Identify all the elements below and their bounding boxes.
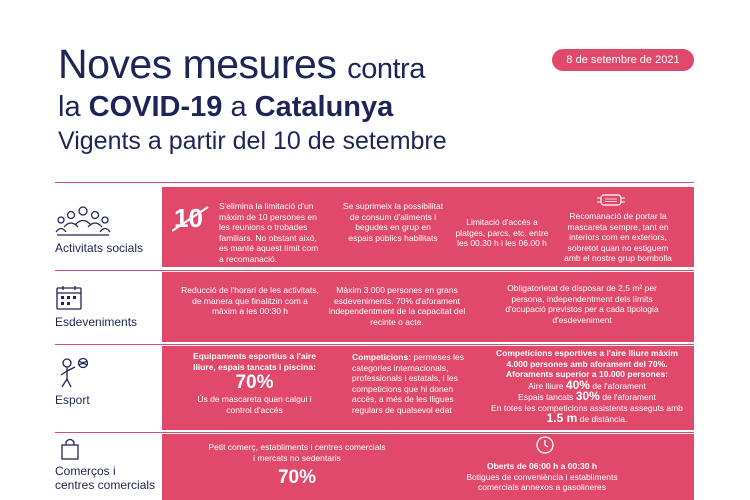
- cell-competicions: Competicions: permeses les categories in…: [352, 352, 472, 415]
- cell-horari-comercos: Oberts de 06:00 h a 00:30 h Botigues de …: [462, 461, 622, 493]
- row-label-esport: Esport: [55, 357, 160, 407]
- subtitle: Vigents a partir del 10 de setembre: [58, 127, 447, 155]
- row-label-activitats: Activitats socials: [55, 205, 160, 255]
- panel-comercos: Petit comerç, establiments i centres com…: [162, 434, 694, 500]
- cell-mascareta: Recomanació de portar la mascareta sempr…: [564, 211, 672, 263]
- title-covid: COVID-19: [88, 91, 223, 123]
- cell-consum: Se suprimeix la possibilitat de consum d…: [342, 201, 444, 243]
- title-la: la: [58, 91, 81, 123]
- mask-icon: [597, 194, 625, 206]
- shopping-bag-icon: [61, 438, 79, 460]
- row-title: Activitats socials: [55, 241, 144, 255]
- title-contra: contra: [347, 53, 425, 85]
- cell-horari: Reducció de l'horari de les activitats, …: [181, 285, 319, 316]
- row-title-line2: centres comercials: [55, 478, 156, 492]
- petit-comerc-percent: 70%: [277, 467, 317, 488]
- row-label-esdeveniments: Esdeveniments: [55, 285, 160, 329]
- equipaments-percent: 70%: [235, 372, 274, 393]
- row-title: Esport: [55, 393, 90, 407]
- espais-tancats-suffix: de l'aforament: [602, 392, 656, 402]
- cell-platges: Limitació d'accés a platges, parcs, etc.…: [455, 217, 549, 248]
- row-title-line1: Comerços i: [55, 464, 116, 478]
- aire-lliure-label: Aire lliure: [528, 380, 564, 391]
- panel-esport: Equipaments esportius a l'aire lliure, e…: [162, 346, 694, 430]
- aire-lliure-heading: Competicions esportives a l'aire lliure …: [495, 348, 678, 379]
- aire-lliure-suffix: de l'aforament: [592, 380, 646, 391]
- competicions-heading: Competicions:: [352, 352, 412, 362]
- row-divider: [55, 344, 694, 345]
- cell-competicions-aire-lliure: Competicions esportives a l'aire lliure …: [487, 348, 687, 425]
- panel-activitats: 10 S'elimina la limitació d'un màxim de …: [162, 187, 694, 267]
- title-a: a: [230, 91, 247, 123]
- aire-lliure-percent: 40%: [565, 377, 590, 392]
- cell-limit-10: S'elimina la limitació d'un màxim de 10 …: [219, 201, 319, 264]
- row-divider: [55, 270, 694, 271]
- row-divider: [55, 432, 694, 433]
- cell-2-5m: Obligatorietat de disposar de 2,5 m² per…: [505, 283, 659, 325]
- title-line2: la COVID-19 a Catalunya: [58, 91, 538, 123]
- date-badge: 8 de setembre de 2021: [552, 49, 694, 71]
- header: Noves mesures contra la COVID-19 a Catal…: [58, 42, 538, 157]
- calendar-icon: [56, 286, 82, 310]
- row-label-comercos: Comerços i centres comercials: [55, 438, 160, 492]
- horari-text: Botigues de conveniència i establiments …: [466, 471, 618, 493]
- page-title: Noves mesures contra: [58, 42, 538, 91]
- panel-esdeveniments: Reducció de l'horari de les activitats, …: [162, 272, 694, 342]
- row-divider: [55, 182, 694, 183]
- petit-comerc-text: Petit comerç, establiments i centres com…: [208, 442, 386, 463]
- people-group-icon: [55, 206, 111, 236]
- horari-heading: Oberts de 06:00 h a 00:30 h: [486, 461, 598, 471]
- equipaments-text: Ús de mascareta quan calgui i control d'…: [197, 394, 312, 415]
- sports-person-icon: [60, 357, 89, 388]
- row-title: Comerços i centres comercials: [55, 464, 160, 492]
- svg-text:10: 10: [174, 203, 203, 233]
- espais-tancats-percent: 30%: [575, 389, 600, 403]
- clock-icon: [536, 436, 554, 454]
- distancia-suffix: de distància.: [579, 414, 628, 424]
- cell-equipaments: Equipaments esportius a l'aire lliure, e…: [192, 351, 317, 415]
- title-main: Noves mesures: [58, 41, 337, 87]
- row-title: Esdeveniments: [55, 315, 138, 329]
- cell-3000: Màxim 3.000 persones en grans esdevenime…: [328, 285, 466, 327]
- distancia-value: 1.5 m: [546, 411, 578, 425]
- distancia-label: En totes les competicions assistents ass…: [491, 402, 683, 413]
- equipaments-heading: Equipaments esportius a l'aire lliure, e…: [193, 351, 316, 372]
- title-catalunya: Catalunya: [254, 91, 394, 123]
- ten-crossed-icon: 10: [172, 203, 209, 233]
- cell-petit-comerc: Petit comerç, establiments i centres com…: [207, 442, 387, 489]
- espais-tancats-label: Espais tancats: [518, 392, 574, 402]
- competicions-text: permeses les categories internacionals, …: [352, 352, 464, 415]
